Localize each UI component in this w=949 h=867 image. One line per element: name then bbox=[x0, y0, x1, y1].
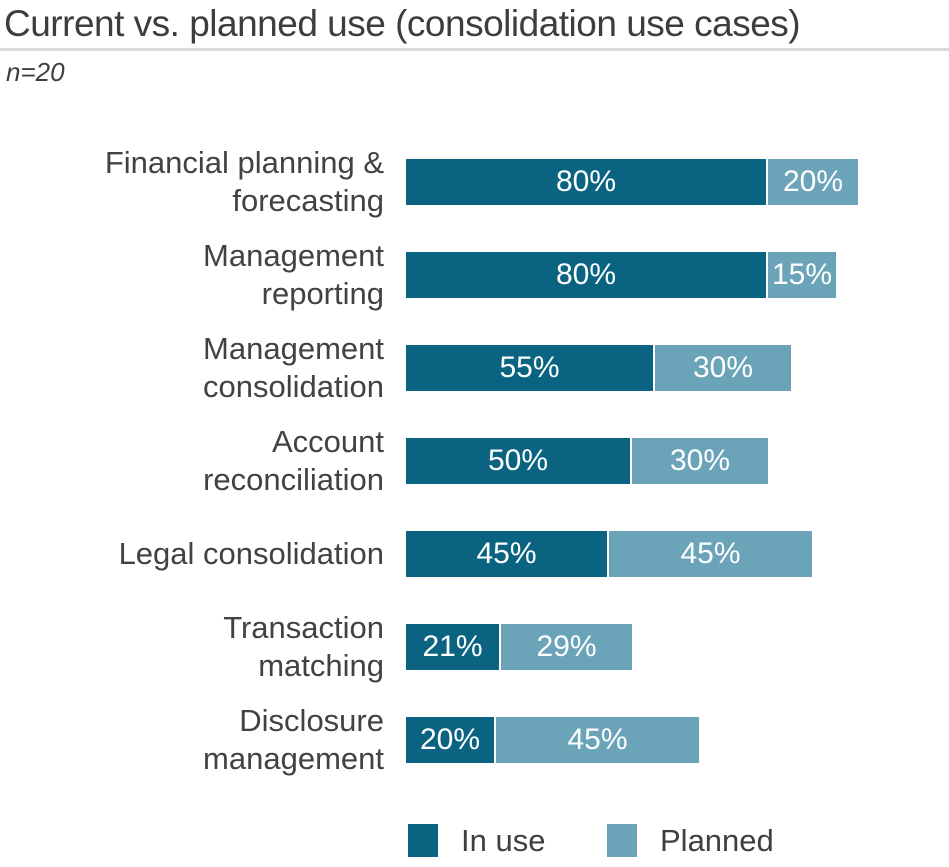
legend-swatch-planned bbox=[607, 824, 637, 857]
stacked-bar: 50% 30% bbox=[406, 438, 768, 484]
stacked-bar: 80% 15% bbox=[406, 252, 836, 298]
stacked-bar: 45% 45% bbox=[406, 531, 812, 577]
category-label: Account reconciliation bbox=[203, 424, 384, 497]
chart-row: Management reporting 80% 15% bbox=[0, 238, 949, 311]
category-label: Transaction matching bbox=[223, 610, 384, 683]
chart-row: Legal consolidation 45% 45% bbox=[0, 531, 949, 577]
sample-size-note: n=20 bbox=[6, 57, 65, 87]
bar-segment-planned: 45% bbox=[496, 717, 699, 763]
chart-row: Disclosure management 20% 45% bbox=[0, 703, 949, 776]
legend-swatch-in-use bbox=[408, 824, 438, 857]
bar-segment-in-use: 21% bbox=[406, 624, 499, 670]
bar-segment-in-use: 80% bbox=[406, 252, 766, 298]
category-label: Disclosure management bbox=[203, 703, 384, 776]
bar-segment-planned: 45% bbox=[609, 531, 812, 577]
bar-segment-in-use: 45% bbox=[406, 531, 607, 577]
bar-segment-planned: 20% bbox=[768, 159, 858, 205]
bar-segment-in-use: 80% bbox=[406, 159, 766, 205]
category-label: Management consolidation bbox=[203, 331, 384, 404]
stacked-bar: 80% 20% bbox=[406, 159, 858, 205]
bar-segment-planned: 15% bbox=[768, 252, 836, 298]
legend-item-planned: Planned bbox=[607, 822, 774, 859]
stacked-bar: 21% 29% bbox=[406, 624, 632, 670]
chart-row: Account reconciliation 50% 30% bbox=[0, 424, 949, 497]
bar-segment-in-use: 55% bbox=[406, 345, 653, 391]
legend-label-in-use: In use bbox=[461, 822, 546, 858]
legend-item-in-use: In use bbox=[408, 822, 545, 859]
chart-row: Financial planning & forecasting 80% 20% bbox=[0, 145, 949, 218]
stacked-bar: 55% 30% bbox=[406, 345, 791, 391]
chart-row: Transaction matching 21% 29% bbox=[0, 610, 949, 683]
bar-segment-in-use: 20% bbox=[406, 717, 494, 763]
bar-segment-planned: 29% bbox=[501, 624, 632, 670]
bar-segment-in-use: 50% bbox=[406, 438, 630, 484]
category-label: Financial planning & forecasting bbox=[104, 145, 384, 218]
legend-label-planned: Planned bbox=[660, 822, 774, 858]
bar-segment-planned: 30% bbox=[655, 345, 791, 391]
title-divider bbox=[0, 48, 949, 51]
bar-segment-planned: 30% bbox=[632, 438, 768, 484]
category-label: Legal consolidation bbox=[118, 536, 384, 572]
chart-row: Management consolidation 55% 30% bbox=[0, 331, 949, 404]
category-label: Management reporting bbox=[203, 238, 384, 311]
stacked-bar: 20% 45% bbox=[406, 717, 699, 763]
chart-title: Current vs. planned use (consolidation u… bbox=[4, 3, 801, 44]
